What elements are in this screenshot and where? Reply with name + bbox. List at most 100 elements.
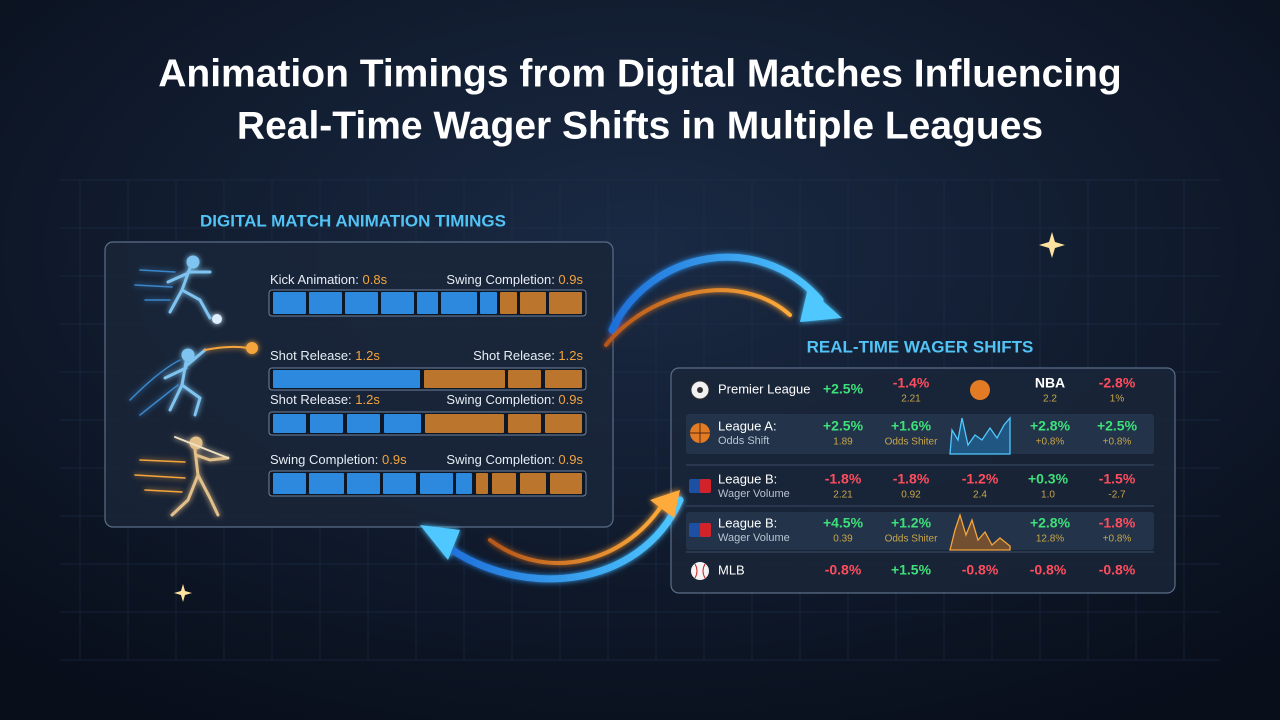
- timing-name: Swing Completion:: [446, 392, 558, 407]
- timing-segment: [417, 292, 438, 314]
- timing-segment: [309, 292, 342, 314]
- wager-subvalue: +0.8%: [1103, 437, 1132, 448]
- timing-label: Swing Completion: 0.9s: [446, 272, 583, 287]
- wager-value: -2.8%: [1099, 375, 1136, 391]
- timing-segment: [309, 473, 344, 494]
- arrow-head: [420, 525, 460, 560]
- league-name: MLB: [718, 562, 745, 577]
- timing-segment: [420, 473, 453, 494]
- timing-value: 0.9s: [558, 272, 583, 287]
- title-line: Real-Time Wager Shifts in Multiple Leagu…: [237, 104, 1043, 147]
- timing-segment: [508, 370, 541, 388]
- timing-segment: [273, 473, 306, 494]
- wager-subvalue: 0.39: [833, 534, 853, 545]
- wager-subvalue: 2.21: [833, 490, 853, 501]
- timing-name: Shot Release:: [270, 348, 355, 363]
- timing-name: Shot Release:: [270, 392, 355, 407]
- timing-segment: [441, 292, 477, 314]
- timing-label: Kick Animation: 0.8s: [270, 272, 388, 287]
- soccer-icon-detail: [697, 387, 703, 393]
- timing-segment: [310, 414, 343, 433]
- timing-value: 1.2s: [558, 348, 583, 363]
- sparkle: [174, 584, 192, 602]
- wager-value: +1.2%: [891, 515, 932, 531]
- title-line: Animation Timings from Digital Matches I…: [158, 52, 1122, 95]
- league-name: League B:: [718, 515, 777, 530]
- arrow-to-timings: [441, 496, 684, 583]
- wager-value: +1.6%: [891, 418, 932, 434]
- metric-name: Wager Volume: [718, 532, 790, 544]
- wager-value: +1.5%: [891, 562, 932, 578]
- basketball-icon-lines: [690, 423, 710, 443]
- wager-value: -0.8%: [962, 562, 999, 578]
- timing-value: 0.9s: [558, 392, 583, 407]
- wager-value: +2.5%: [823, 381, 864, 397]
- timing-segment: [347, 414, 380, 433]
- timing-value: 0.9s: [558, 452, 583, 467]
- wager-value: NBA: [1035, 375, 1065, 391]
- timing-name: Swing Completion:: [446, 452, 558, 467]
- mlb-icon: [700, 523, 711, 537]
- timing-segment: [508, 414, 541, 433]
- timing-value: 0.9s: [382, 452, 407, 467]
- arrow-head: [650, 490, 680, 518]
- league-name: Premier League: [718, 381, 811, 396]
- baseball-icon: [691, 562, 709, 580]
- timing-segment: [492, 473, 516, 494]
- arrow-to-wagers: [608, 253, 824, 334]
- athlete-shooter: [129, 342, 258, 417]
- timing-segment: [480, 292, 497, 314]
- wager-value: -1.2%: [962, 471, 999, 487]
- wager-value: -1.8%: [825, 471, 862, 487]
- basketball-icon: [970, 380, 990, 400]
- mini-chart: [949, 512, 1011, 551]
- wager-subvalue: 1%: [1110, 394, 1125, 405]
- mini-chart: [949, 416, 1011, 455]
- wager-subvalue: +0.8%: [1036, 437, 1065, 448]
- flow-arrows: [420, 253, 842, 583]
- row-highlight: [686, 512, 1154, 550]
- athlete-kicker: [134, 255, 222, 324]
- wager-subvalue: 1.0: [1041, 490, 1055, 501]
- timing-segment: [520, 473, 546, 494]
- timing-segment: [550, 473, 582, 494]
- wager-value: +2.5%: [823, 418, 864, 434]
- timing-value: 1.2s: [355, 392, 380, 407]
- wager-value: +2.8%: [1030, 418, 1071, 434]
- timing-segment: [545, 370, 582, 388]
- wager-value: -1.8%: [893, 471, 930, 487]
- timing-segment: [345, 292, 378, 314]
- wager-subvalue: Odds Shiter: [885, 534, 938, 545]
- wager-value: -0.8%: [825, 562, 862, 578]
- timing-segment: [520, 292, 546, 314]
- wager-subvalue: Odds Shiter: [885, 437, 938, 448]
- timing-segment: [384, 414, 421, 433]
- league-name: League A:: [718, 418, 777, 433]
- wager-value: +0.3%: [1028, 471, 1069, 487]
- timing-label: Swing Completion: 0.9s: [446, 392, 583, 407]
- timing-segment: [347, 473, 380, 494]
- timing-segment: [381, 292, 414, 314]
- timing-name: Kick Animation:: [270, 272, 363, 287]
- wager-subvalue: -2.7: [1108, 490, 1126, 501]
- timing-name: Swing Completion:: [446, 272, 558, 287]
- wager-value: -0.8%: [1099, 562, 1136, 578]
- panel-heading: DIGITAL MATCH ANIMATION TIMINGS: [200, 211, 506, 230]
- wager-value: +4.5%: [823, 515, 864, 531]
- timing-value: 0.8s: [363, 272, 388, 287]
- wager-value: +2.8%: [1030, 515, 1071, 531]
- timing-segment: [273, 292, 306, 314]
- timing-segment: [549, 292, 582, 314]
- arrow-to-wagers: [488, 498, 667, 565]
- baseball-icon-stitches: [694, 563, 706, 579]
- timing-label: Shot Release: 1.2s: [270, 392, 380, 407]
- athlete-batter: [134, 436, 230, 517]
- timing-segment: [383, 473, 416, 494]
- timing-label: Shot Release: 1.2s: [473, 348, 583, 363]
- wager-value: -1.4%: [893, 375, 930, 391]
- arrow-to-wagers: [604, 288, 792, 347]
- wager-subvalue: 2.2: [1043, 394, 1057, 405]
- league-name: League B:: [718, 471, 777, 486]
- timing-segment: [424, 370, 505, 388]
